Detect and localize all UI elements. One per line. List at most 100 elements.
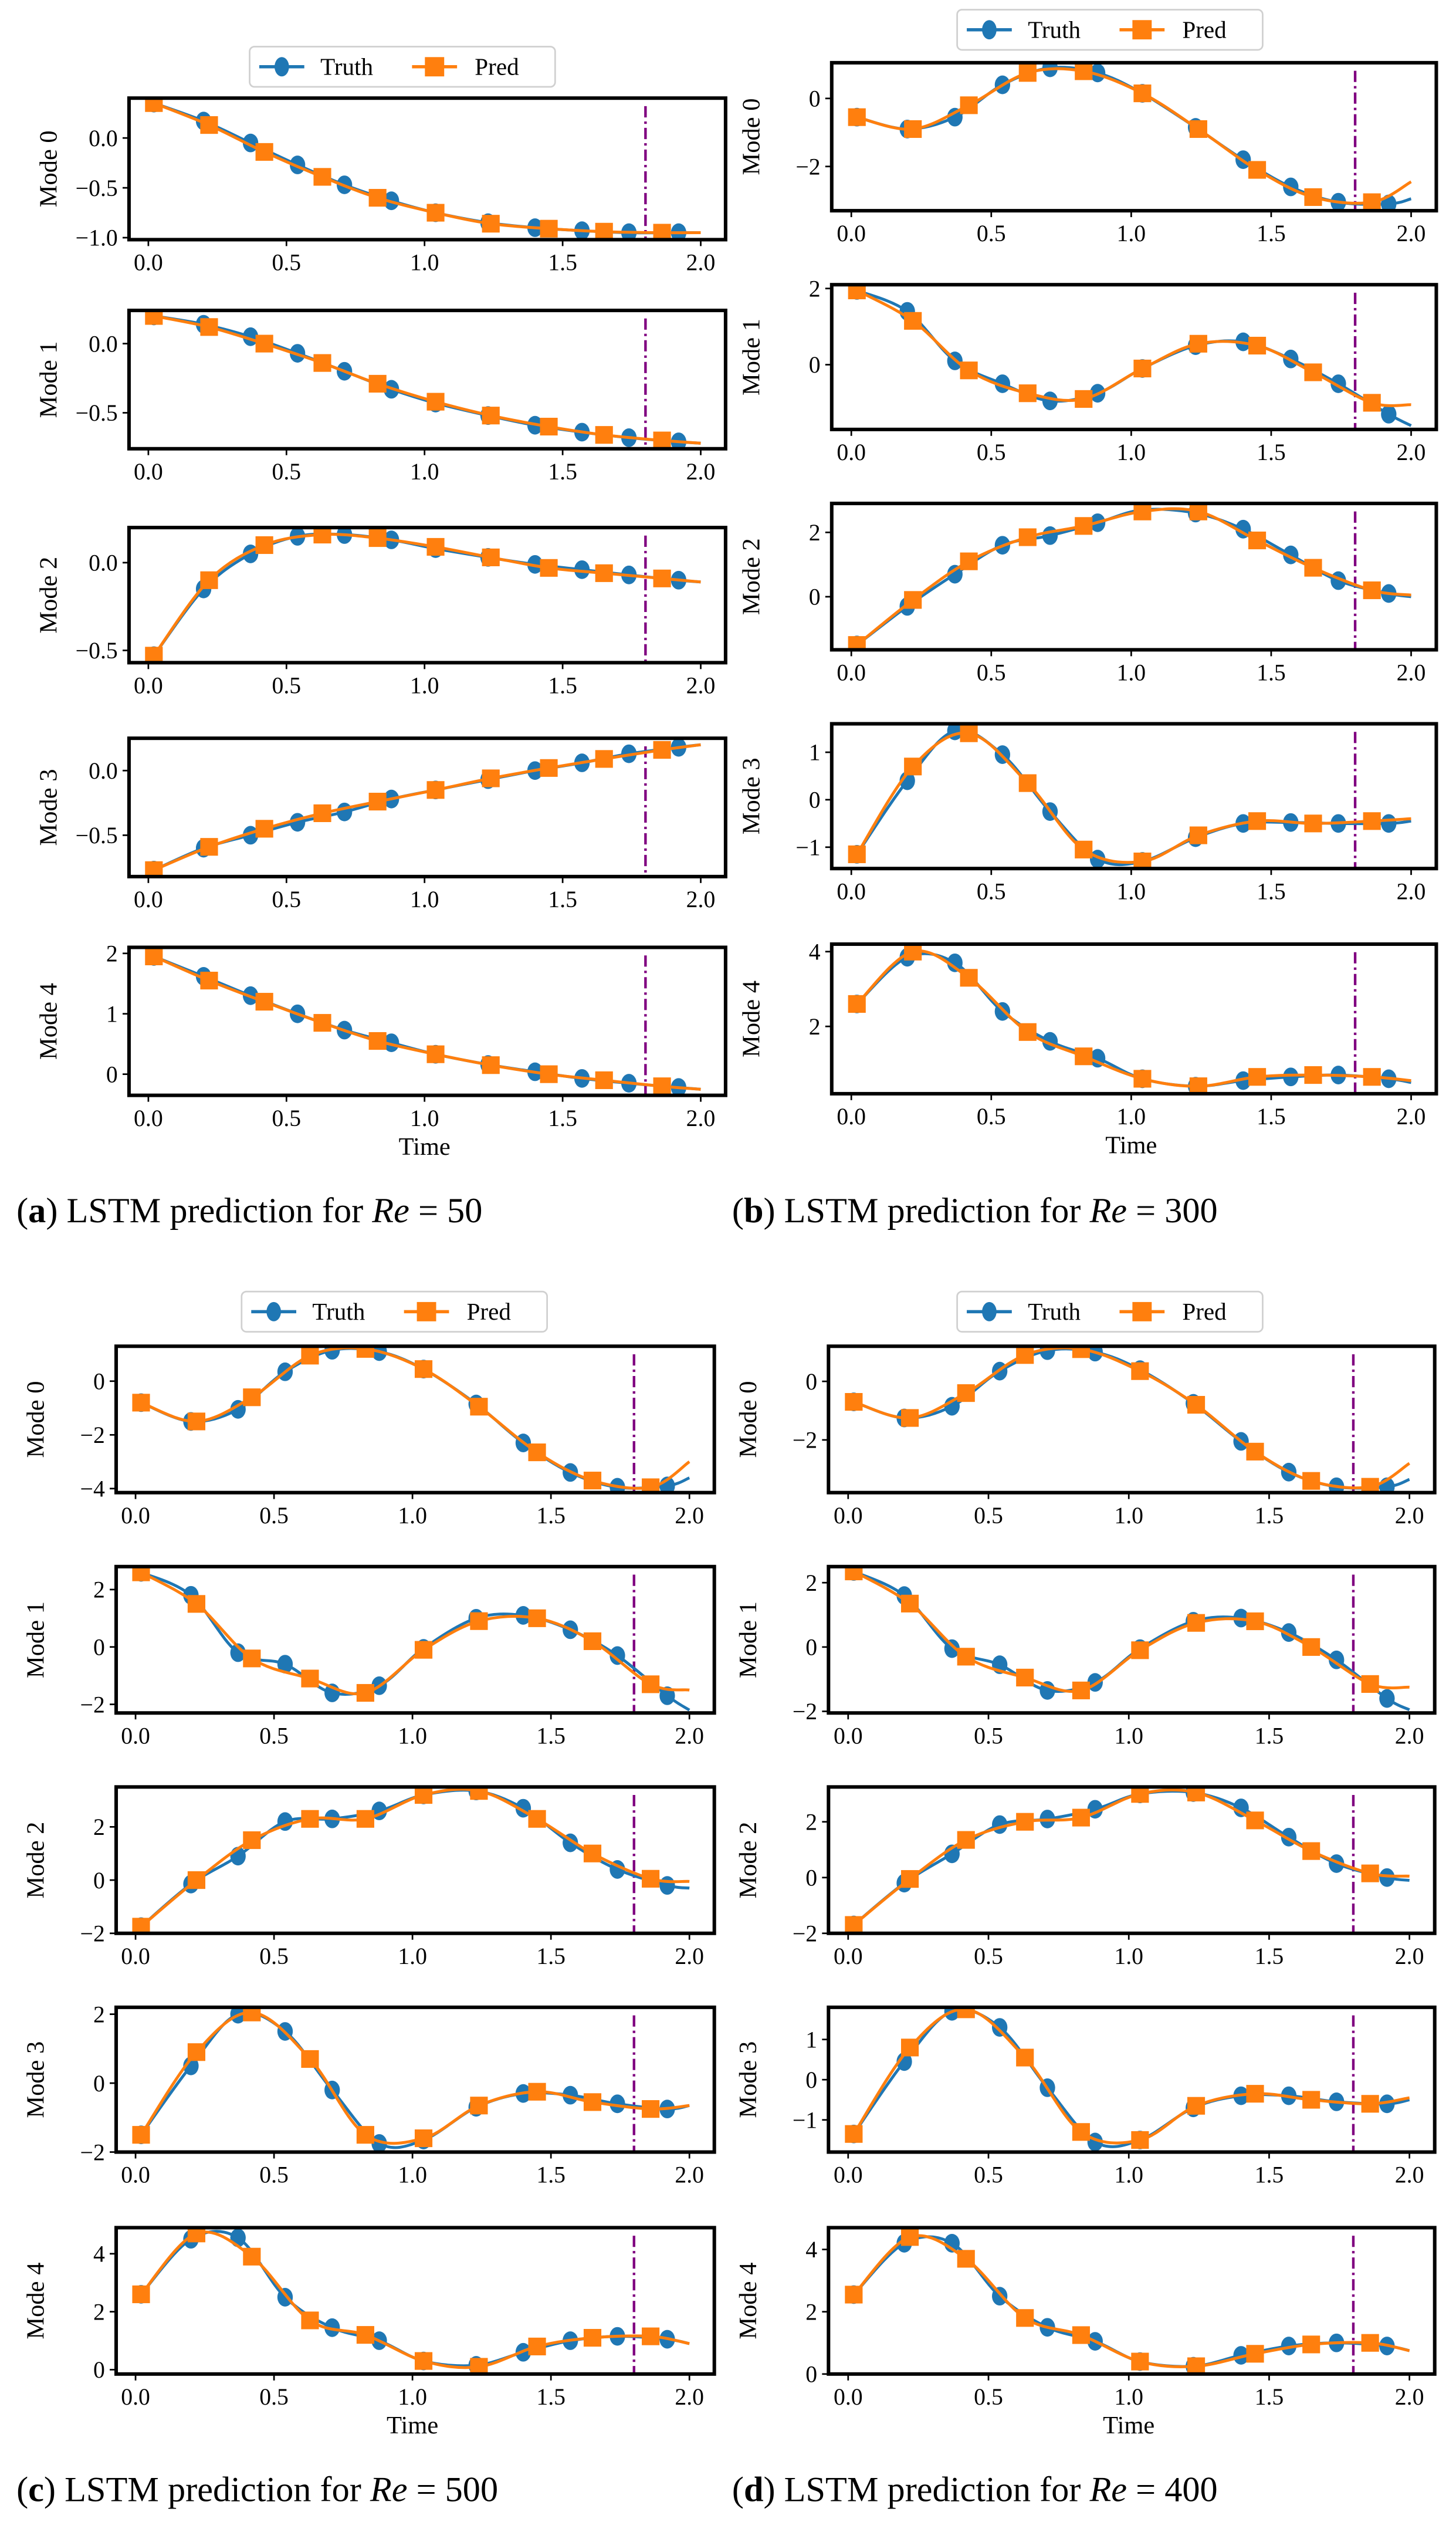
pred-point	[540, 219, 558, 238]
plot-area	[145, 528, 701, 663]
y-tick-label: −1	[795, 834, 820, 860]
axes-frame	[827, 1344, 1437, 1495]
pred-point	[1133, 84, 1152, 103]
pred-point	[1302, 1842, 1320, 1860]
truth-point	[1379, 1868, 1395, 1887]
pred-point	[1248, 336, 1267, 355]
legend-frame	[249, 46, 556, 88]
pred-point	[642, 2100, 660, 2118]
truth-point	[944, 1639, 960, 1658]
x-tick-label: 1.0	[398, 1943, 427, 1969]
panel-caption: (b) LSTM prediction for Re = 300	[732, 1191, 1218, 1230]
subplot-mode-2: 0.0 0.5 1.0 1.5 2.0 0.0 −0.5 Mode 2	[35, 526, 727, 698]
y-tick-label: −2	[793, 1428, 817, 1453]
y-tick-label: −2	[80, 1422, 105, 1448]
truth-point	[384, 1033, 399, 1053]
pred-point	[368, 793, 387, 811]
pred-point	[482, 407, 500, 425]
caption-text: LSTM prediction for	[776, 1191, 1090, 1230]
y-tick-label: 0	[809, 787, 821, 813]
caption-variable: Re	[370, 2470, 408, 2509]
subplot-mode-1: 0.0 0.5 1.0 1.5 2.0 2 0 −2 Mode 1	[22, 1564, 716, 1749]
x-tick-label: 1.0	[398, 2384, 427, 2410]
y-tick-label: 2	[106, 941, 118, 966]
pred-point	[960, 552, 978, 570]
plot-area	[848, 285, 1412, 430]
x-tick-label: 1.0	[1114, 2384, 1143, 2410]
y-tick-label: −2	[80, 1921, 105, 1946]
pred-point	[653, 569, 671, 587]
legend-truth-label: Truth	[312, 1298, 365, 1325]
pred-point	[960, 724, 978, 742]
pred-point	[1072, 2326, 1090, 2344]
legend-truth-label: Truth	[1028, 16, 1081, 43]
pred-point	[960, 361, 978, 380]
pred-point	[368, 1032, 387, 1050]
caption-variable: Re	[1089, 1191, 1127, 1230]
y-tick-label: 2	[809, 276, 821, 302]
legend-frame	[956, 1290, 1264, 1333]
truth-point	[610, 2094, 625, 2114]
truth-point	[277, 1655, 293, 1674]
y-tick-label: 4	[805, 2237, 817, 2263]
pred-point	[356, 1810, 374, 1828]
y-tick-label: 0	[106, 1061, 118, 1087]
pred-point	[414, 1787, 433, 1804]
plot-area	[845, 1566, 1410, 1713]
legend: Truth Pred	[249, 46, 556, 88]
truth-point	[324, 2318, 340, 2337]
x-tick-label: 0.5	[977, 440, 1006, 465]
y-axis-label: Mode 1	[737, 319, 765, 395]
legend-frame	[956, 9, 1264, 51]
plot-area	[132, 1346, 690, 1493]
caption-label: c	[28, 2470, 44, 2509]
pred-point	[642, 1675, 660, 1693]
x-tick-label: 2.0	[1397, 878, 1426, 904]
caption-paren-open: (	[732, 2470, 744, 2509]
pred-point	[414, 1641, 433, 1659]
y-tick-label: 0	[805, 1369, 817, 1395]
pred-point	[187, 2227, 205, 2243]
x-tick-label: 0.0	[837, 440, 866, 465]
x-tick-label: 0.5	[974, 1943, 1003, 1969]
plot-area	[145, 98, 701, 240]
x-tick-label: 1.5	[536, 1943, 566, 1969]
pred-point	[957, 1384, 975, 1402]
pred-point	[414, 2352, 433, 2370]
pred-point	[957, 2007, 975, 2019]
pred-point	[145, 861, 163, 877]
y-tick-label: 0	[93, 2357, 105, 2383]
pred-point	[145, 310, 163, 325]
pred-point	[132, 2285, 150, 2304]
legend-pred-label: Pred	[467, 1298, 512, 1325]
pred-point	[960, 969, 978, 987]
pred-point	[848, 845, 866, 863]
pred-point	[1133, 1070, 1152, 1088]
x-tick-label: 0.5	[259, 2162, 289, 2188]
plot-area	[132, 1787, 690, 1933]
y-axis-label: Mode 0	[22, 1381, 50, 1458]
pred-point	[301, 1810, 319, 1828]
truth-point	[337, 802, 353, 821]
plot-area	[132, 2007, 690, 2152]
pred-point	[368, 529, 387, 547]
x-tick-label: 0.0	[837, 660, 866, 685]
pred-point	[1361, 2334, 1379, 2352]
truth-point	[896, 2052, 912, 2071]
pred-point	[1189, 503, 1207, 520]
plot-area	[145, 947, 701, 1096]
x-tick-label: 2.0	[1397, 440, 1426, 465]
pred-point	[1016, 1668, 1034, 1687]
y-axis-label: Mode 4	[35, 983, 63, 1060]
legend-frame	[241, 1290, 548, 1333]
x-axis-label: Time	[1103, 2412, 1154, 2439]
axes-frame	[114, 1344, 716, 1495]
truth-point	[1381, 404, 1397, 424]
y-axis-label: Mode 2	[35, 557, 63, 634]
x-tick-label: 1.5	[548, 672, 577, 698]
caption-value: = 500	[408, 2470, 499, 2509]
y-tick-label: 0	[809, 86, 821, 111]
pred-point	[957, 1648, 975, 1666]
caption-text: LSTM prediction for	[56, 2470, 370, 2509]
pred-point	[356, 1683, 374, 1702]
